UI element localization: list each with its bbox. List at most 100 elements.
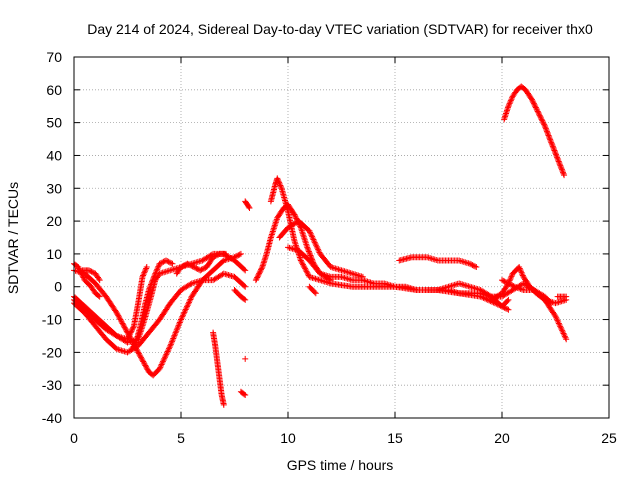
plot-frame <box>73 56 610 419</box>
data-point <box>557 323 564 330</box>
data-point <box>300 262 307 269</box>
data-point <box>548 139 555 146</box>
data-point <box>211 253 218 260</box>
data-point <box>186 297 193 304</box>
data-point <box>504 306 511 313</box>
data-point <box>215 251 222 258</box>
data-point <box>246 204 253 211</box>
data-point <box>188 295 195 302</box>
series-track-y <box>554 293 570 300</box>
data-point <box>507 276 514 283</box>
data-point <box>306 251 313 258</box>
data-point <box>500 304 507 311</box>
data-point <box>165 345 172 352</box>
data-point <box>120 321 127 328</box>
data-point <box>134 348 141 355</box>
data-point <box>307 229 314 236</box>
data-point <box>178 264 184 271</box>
data-point <box>539 118 546 125</box>
data-point <box>548 140 555 147</box>
data-point <box>510 283 517 290</box>
data-point <box>152 270 159 277</box>
data-point <box>212 252 219 259</box>
data-point <box>172 331 179 338</box>
data-point <box>130 324 137 331</box>
data-point <box>232 253 239 260</box>
data-point <box>136 351 143 358</box>
data-point <box>142 266 149 273</box>
data-point <box>551 147 558 154</box>
data-point <box>220 401 227 408</box>
data-point <box>302 267 309 274</box>
data-point <box>561 172 568 179</box>
data-point <box>537 115 544 122</box>
data-point <box>112 345 119 352</box>
data-point <box>553 151 560 158</box>
y-axis-label: SDTVAR / TECUs <box>5 182 21 294</box>
data-point <box>535 109 542 116</box>
data-point <box>241 266 248 273</box>
chart-title: Day 214 of 2024, Sidereal Day-to-day VTE… <box>87 21 593 37</box>
data-point <box>143 265 150 272</box>
y-tick-label: 60 <box>46 82 62 98</box>
data-point <box>516 285 523 292</box>
data-point <box>558 165 565 172</box>
data-point <box>519 272 526 279</box>
x-tick-label: 10 <box>280 430 296 446</box>
data-point <box>556 159 563 166</box>
data-point <box>245 203 252 210</box>
data-point <box>147 282 154 289</box>
data-point <box>166 344 173 351</box>
data-point <box>255 271 262 278</box>
data-point <box>138 354 145 361</box>
series-track-m <box>242 198 253 211</box>
series-track-f <box>79 267 103 284</box>
data-point <box>188 262 195 269</box>
data-point <box>504 279 511 286</box>
data-point <box>180 312 187 319</box>
data-point <box>561 333 568 340</box>
data-point <box>210 254 217 261</box>
data-point <box>201 265 208 272</box>
data-point <box>513 284 520 291</box>
data-point <box>552 313 559 320</box>
data-point <box>151 271 158 278</box>
data-point <box>509 282 516 289</box>
data-point <box>126 332 133 339</box>
y-tick-label: -10 <box>42 312 62 328</box>
data-point <box>554 154 561 161</box>
data-point <box>303 268 310 275</box>
data-point <box>180 310 187 317</box>
data-point <box>528 96 535 103</box>
data-point <box>508 96 515 103</box>
data-point <box>156 365 163 372</box>
data-point <box>141 268 148 275</box>
series-track-h <box>173 250 229 277</box>
series-track-b <box>71 270 249 356</box>
data-point <box>470 262 477 269</box>
data-point <box>305 248 312 255</box>
data-point <box>557 324 564 331</box>
data-point <box>89 269 96 276</box>
data-point <box>500 277 507 284</box>
data-point <box>115 312 122 319</box>
y-ticks: -40 -30 -20 -10 0 10 20 30 40 50 60 70 <box>42 49 609 426</box>
data-point <box>559 169 566 176</box>
data-point <box>153 267 160 274</box>
data-point <box>176 320 183 327</box>
y-tick-label: 50 <box>46 115 62 131</box>
data-point <box>175 322 182 329</box>
data-point <box>179 313 186 320</box>
data-point <box>80 274 87 281</box>
data-point <box>142 362 149 369</box>
data-point <box>297 257 304 264</box>
data-point <box>547 299 554 306</box>
data-point <box>561 331 568 338</box>
data-point <box>554 155 561 162</box>
data-point <box>504 297 511 304</box>
series-track-w <box>499 277 555 307</box>
data-point <box>169 336 176 343</box>
data-point <box>551 148 558 155</box>
data-point <box>544 129 551 136</box>
data-point <box>275 178 282 185</box>
